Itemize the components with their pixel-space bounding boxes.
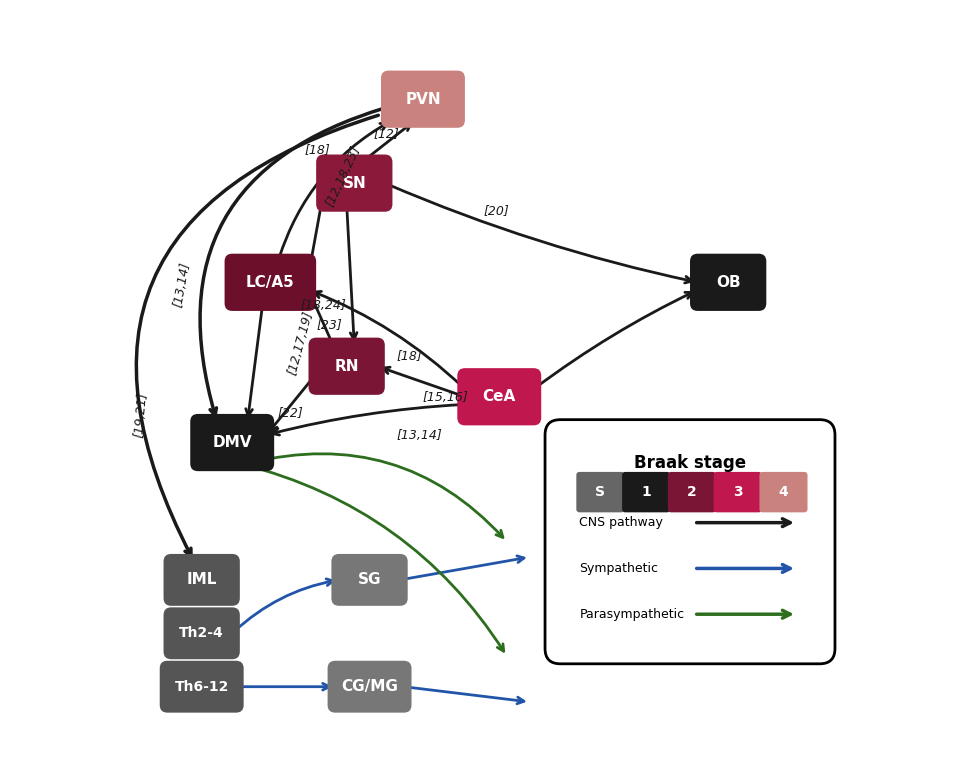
Text: [18]: [18] — [305, 143, 330, 156]
FancyBboxPatch shape — [381, 71, 465, 128]
Text: 3: 3 — [733, 485, 742, 499]
Text: S: S — [595, 485, 605, 499]
Text: 2: 2 — [687, 485, 697, 499]
Text: LC/A5: LC/A5 — [246, 275, 294, 290]
Text: [12]: [12] — [374, 127, 399, 140]
Text: DMV: DMV — [212, 435, 252, 450]
FancyBboxPatch shape — [760, 472, 807, 513]
FancyBboxPatch shape — [457, 369, 541, 426]
Text: [19,21]: [19,21] — [133, 391, 150, 438]
Text: 1: 1 — [641, 485, 651, 499]
Text: [18,24]: [18,24] — [301, 299, 347, 312]
FancyBboxPatch shape — [576, 472, 624, 513]
Text: Braak stage: Braak stage — [634, 454, 746, 472]
Text: CeA: CeA — [483, 389, 516, 404]
Text: [20]: [20] — [484, 204, 510, 217]
Text: [13,14]: [13,14] — [396, 429, 442, 442]
FancyBboxPatch shape — [327, 661, 411, 713]
FancyBboxPatch shape — [713, 472, 762, 513]
FancyBboxPatch shape — [331, 554, 408, 606]
FancyBboxPatch shape — [225, 254, 317, 311]
FancyBboxPatch shape — [622, 472, 670, 513]
Text: SG: SG — [358, 572, 381, 588]
Text: [15,16]: [15,16] — [423, 391, 469, 404]
Text: SN: SN — [343, 175, 366, 191]
Text: Th6-12: Th6-12 — [174, 680, 228, 694]
FancyBboxPatch shape — [309, 338, 385, 395]
Text: RN: RN — [334, 359, 359, 374]
Text: [18]: [18] — [396, 349, 422, 362]
FancyBboxPatch shape — [545, 420, 835, 664]
FancyBboxPatch shape — [164, 554, 240, 606]
FancyBboxPatch shape — [690, 254, 767, 311]
FancyBboxPatch shape — [317, 154, 392, 212]
Text: [13,14]: [13,14] — [171, 261, 192, 308]
FancyBboxPatch shape — [668, 472, 716, 513]
Text: Th2-4: Th2-4 — [179, 626, 224, 640]
FancyBboxPatch shape — [191, 414, 274, 472]
Text: [12,18,23]: [12,18,23] — [323, 144, 363, 209]
Text: OB: OB — [716, 275, 741, 290]
FancyBboxPatch shape — [164, 607, 240, 659]
Text: CG/MG: CG/MG — [341, 679, 398, 694]
Text: PVN: PVN — [406, 92, 440, 107]
Text: [12,17,19]: [12,17,19] — [286, 310, 316, 377]
Text: IML: IML — [187, 572, 217, 588]
FancyBboxPatch shape — [160, 661, 244, 713]
Text: [23]: [23] — [317, 318, 342, 331]
Text: CNS pathway: CNS pathway — [580, 516, 663, 530]
Text: [22]: [22] — [278, 406, 304, 419]
Text: Sympathetic: Sympathetic — [580, 562, 658, 575]
Text: Parasympathetic: Parasympathetic — [580, 607, 684, 621]
Text: 4: 4 — [778, 485, 788, 499]
